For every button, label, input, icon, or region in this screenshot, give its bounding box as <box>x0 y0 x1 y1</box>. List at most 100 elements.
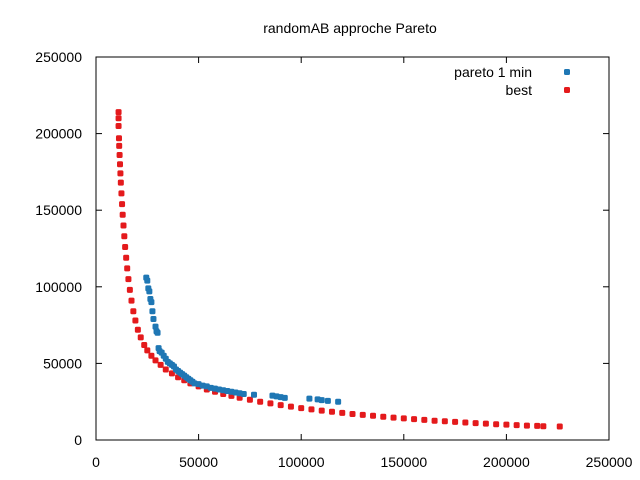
scatter-point <box>132 317 139 324</box>
scatter-point <box>370 412 377 419</box>
series-layer <box>115 109 563 430</box>
legend-marker-dot <box>564 87 570 93</box>
scatter-point <box>411 416 418 423</box>
legend-marker-best <box>564 87 570 93</box>
scatter-point <box>306 395 313 402</box>
scatter-point <box>349 410 356 417</box>
scatter-point <box>462 419 469 426</box>
x-tick-label: 100000 <box>278 454 325 470</box>
scatter-point <box>119 211 126 218</box>
x-tick-label: 50000 <box>179 454 218 470</box>
scatter-point <box>124 265 131 272</box>
scatter-point <box>298 405 305 412</box>
x-tick-labels: 0 50000 100000 150000 200000 250000 <box>92 454 632 470</box>
scatter-point <box>267 400 274 407</box>
scatter-point <box>154 329 161 336</box>
y-tick-label: 0 <box>74 432 82 448</box>
scatter-point <box>115 109 122 116</box>
y-tick-label: 150000 <box>35 202 82 218</box>
y-tick-label: 100000 <box>35 279 82 295</box>
scatter-point <box>120 222 127 229</box>
scatter-point <box>123 254 130 261</box>
y-tick-label: 200000 <box>35 126 82 142</box>
plot-frame <box>95 56 610 441</box>
scatter-point <box>117 170 124 177</box>
scatter-point <box>503 421 510 428</box>
scatter-point <box>328 408 335 415</box>
scatter-point <box>115 135 122 142</box>
scatter-point <box>534 422 541 429</box>
scatter-point <box>380 413 387 420</box>
legend: pareto 1 min best <box>454 64 570 98</box>
scatter-point <box>493 421 500 428</box>
legend-marker-dot <box>564 69 570 75</box>
scatter-point <box>152 323 159 330</box>
scatter-point <box>472 420 479 427</box>
scatter-point <box>144 277 151 284</box>
legend-label-pareto: pareto 1 min <box>454 64 532 80</box>
scatter-point <box>441 418 448 425</box>
legend-label-best: best <box>506 82 533 98</box>
scatter-point <box>128 297 135 304</box>
legend-marker-pareto <box>564 69 570 75</box>
scatter-point <box>162 366 169 373</box>
scatter-point <box>118 190 125 197</box>
scatter-point <box>121 233 128 240</box>
x-tick-label: 200000 <box>483 454 530 470</box>
scatter-point <box>144 347 151 354</box>
scatter-point <box>390 414 397 421</box>
y-tick-labels: 0 50000 100000 150000 200000 250000 <box>35 49 82 448</box>
scatter-point <box>421 416 428 423</box>
scatter-point <box>125 276 132 283</box>
scatter-point <box>246 396 253 403</box>
scatter-point <box>324 397 331 404</box>
scatter-point <box>400 415 407 422</box>
scatter-point <box>523 422 530 429</box>
scatter-point <box>116 152 123 159</box>
scatter-point <box>281 394 288 401</box>
scatter-point <box>482 420 489 427</box>
scatter-point <box>308 406 315 413</box>
scatter-point <box>251 391 258 398</box>
scatter-point <box>157 361 164 368</box>
y-tick-label: 250000 <box>35 49 82 65</box>
x-tick-label: 250000 <box>586 454 633 470</box>
scatter-point <box>318 407 325 414</box>
scatter-point <box>148 352 155 359</box>
scatter-point <box>359 411 366 418</box>
scatter-point <box>115 115 122 122</box>
scatter-point <box>257 398 264 405</box>
series-pareto-1-min <box>143 274 342 405</box>
scatter-point <box>556 423 563 430</box>
scatter-point <box>287 403 294 410</box>
scatter-point <box>431 417 438 424</box>
scatter-point <box>126 286 133 293</box>
scatter-point <box>335 398 342 405</box>
scatter-point <box>277 402 284 409</box>
scatter-point <box>149 308 156 315</box>
scatter-point <box>152 357 159 364</box>
x-tick-label: 150000 <box>380 454 427 470</box>
scatter-point <box>146 288 153 295</box>
scatter-point <box>130 308 137 315</box>
scatter-point <box>134 326 141 333</box>
scatter-point <box>116 142 123 149</box>
scatter-point <box>150 315 157 322</box>
x-tick-label: 0 <box>92 454 100 470</box>
scatter-point <box>540 423 547 430</box>
scatter-point <box>148 299 155 306</box>
scatter-point <box>119 201 126 208</box>
scatter-point <box>117 161 124 168</box>
scatter-point <box>137 334 144 341</box>
scatter-point <box>318 397 325 404</box>
chart-title: randomAB approche Pareto <box>263 20 437 36</box>
scatter-point <box>240 391 247 398</box>
scatter-point <box>117 179 124 186</box>
scatter-point <box>339 409 346 416</box>
y-tick-label: 50000 <box>43 355 82 371</box>
scatter-point <box>141 342 148 349</box>
scatter-point <box>122 243 129 250</box>
scatter-point <box>115 122 122 129</box>
scatter-point <box>513 422 520 429</box>
